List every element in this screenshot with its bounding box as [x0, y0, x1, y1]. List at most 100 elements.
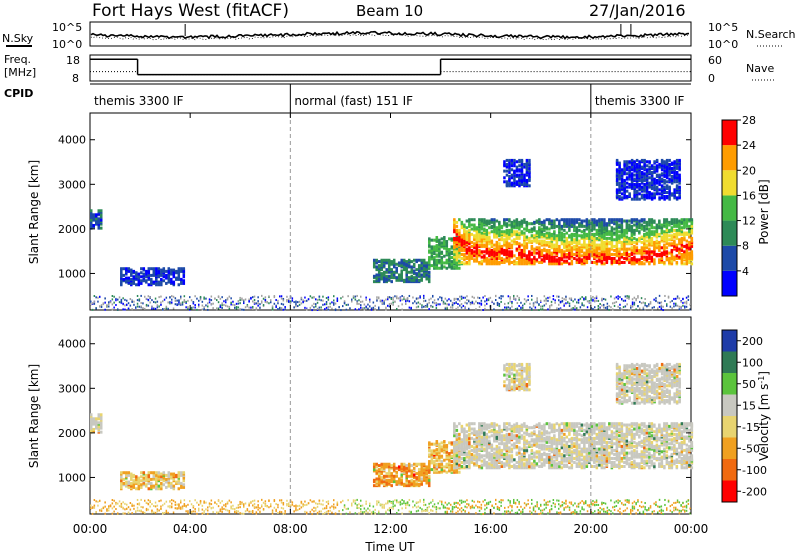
data-cell [581, 244, 584, 247]
data-cell [498, 460, 501, 463]
data-cell [383, 259, 386, 262]
data-cell [648, 221, 651, 224]
ground-scatter-cell [517, 308, 519, 310]
data-cell [463, 462, 466, 465]
ground-scatter-cell [531, 308, 533, 310]
ground-scatter-cell [601, 304, 603, 306]
data-cell [528, 184, 531, 187]
data-cell [581, 254, 584, 257]
data-cell [633, 191, 636, 194]
data-cell [661, 178, 664, 181]
ground-scatter-cell [544, 295, 546, 297]
data-cell [638, 220, 641, 223]
data-cell [390, 464, 393, 467]
data-cell [123, 478, 126, 481]
ground-scatter-cell [675, 304, 677, 306]
ground-scatter-cell [657, 301, 659, 303]
data-cell [668, 242, 671, 245]
ground-scatter-cell [155, 308, 157, 310]
data-cell [511, 244, 513, 247]
ground-scatter-cell [412, 296, 414, 298]
data-cell [526, 179, 529, 182]
data-cell [385, 483, 388, 486]
data-cell [178, 267, 181, 270]
data-cell [538, 246, 541, 249]
data-cell [458, 448, 461, 451]
ground-scatter-cell [119, 296, 121, 298]
ground-scatter-cell [187, 306, 189, 308]
data-cell [451, 464, 454, 467]
data-cell [586, 221, 589, 224]
data-cell [666, 246, 669, 249]
data-cell [506, 229, 509, 232]
ground-scatter-cell [173, 307, 175, 309]
ground-scatter-cell [191, 299, 193, 301]
data-cell [466, 261, 469, 264]
data-cell [658, 188, 661, 191]
freq-tick-top: 18 [66, 54, 80, 67]
ground-scatter-cell [340, 297, 342, 299]
data-cell [431, 449, 434, 452]
ground-scatter-cell [491, 301, 493, 303]
data-cell [666, 162, 669, 165]
ground-scatter-cell [227, 297, 229, 299]
data-cell [468, 238, 471, 241]
data-cell [400, 277, 403, 280]
data-cell [673, 258, 676, 261]
data-cell [676, 232, 679, 235]
data-cell [95, 417, 98, 420]
data-cell [165, 481, 168, 484]
data-cell [631, 234, 634, 237]
data-cell [463, 438, 466, 441]
data-cell [405, 277, 408, 280]
data-cell [491, 218, 494, 221]
data-cell [471, 453, 474, 456]
data-cell [496, 261, 499, 264]
data-cell [618, 230, 621, 233]
data-cell [473, 428, 476, 431]
noise-panel: N.Sky 10^5 10^0 10^5 10^0 N.Search [2, 21, 796, 51]
ground-scatter-cell [238, 303, 240, 305]
data-cell [463, 229, 466, 232]
data-cell [578, 258, 581, 261]
ground-scatter-cell [175, 297, 177, 299]
ground-scatter-cell [520, 307, 522, 309]
data-cell [471, 428, 474, 431]
data-cell [458, 458, 461, 461]
ground-scatter-cell [164, 308, 166, 310]
data-cell [578, 218, 581, 221]
data-cell [658, 258, 661, 261]
ground-scatter-cell [194, 304, 196, 306]
data-cell [641, 261, 644, 264]
data-cell [428, 256, 431, 259]
ground-scatter-cell [113, 307, 115, 309]
data-cell [648, 191, 651, 194]
data-cell [618, 162, 621, 165]
data-cell [130, 478, 133, 481]
ground-scatter-cell [472, 296, 474, 298]
data-cell [631, 172, 634, 175]
data-cell [633, 250, 636, 253]
data-cell [486, 466, 489, 469]
data-cell [576, 261, 579, 264]
data-cell [638, 249, 641, 252]
ground-scatter-cell [632, 306, 634, 308]
ground-scatter-cell [688, 299, 690, 301]
data-cell [428, 275, 431, 278]
data-cell [688, 257, 691, 260]
data-cell [653, 160, 656, 163]
data-cell [533, 256, 536, 259]
ground-scatter-cell [569, 298, 571, 300]
data-cell [666, 184, 669, 187]
ground-scatter-cell [313, 297, 315, 299]
ground-scatter-cell [556, 307, 558, 309]
ground-scatter-cell [140, 306, 142, 308]
data-cell [511, 250, 513, 253]
ground-scatter-cell [563, 298, 565, 300]
ground-scatter-cell [508, 302, 510, 304]
ground-scatter-cell [434, 302, 436, 304]
ground-scatter-cell [101, 306, 103, 308]
data-cell [486, 220, 489, 223]
ground-scatter-cell [356, 295, 358, 297]
ground-scatter-cell [351, 299, 353, 301]
